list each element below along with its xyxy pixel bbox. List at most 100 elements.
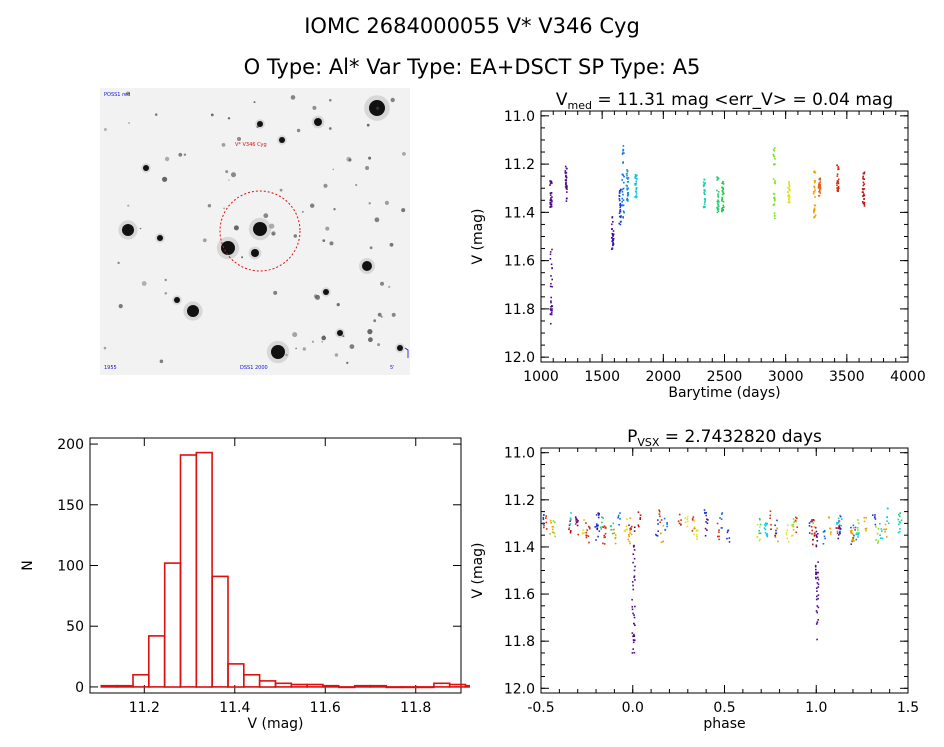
eclipse-point bbox=[632, 641, 635, 644]
star bbox=[237, 137, 241, 141]
data-point bbox=[727, 530, 729, 532]
data-point bbox=[612, 237, 615, 240]
data-point bbox=[603, 543, 606, 545]
data-point bbox=[628, 524, 630, 526]
star bbox=[241, 256, 244, 259]
data-point bbox=[885, 536, 888, 538]
data-point bbox=[769, 514, 772, 517]
data-point bbox=[570, 512, 572, 514]
data-point bbox=[623, 175, 625, 178]
data-point bbox=[721, 208, 723, 210]
data-point bbox=[550, 203, 553, 206]
star bbox=[349, 344, 355, 349]
histogram-bar bbox=[211, 575, 229, 688]
data-point bbox=[702, 181, 705, 184]
data-point bbox=[549, 201, 552, 204]
data-point bbox=[813, 191, 816, 193]
star bbox=[346, 361, 349, 364]
eclipse-point bbox=[634, 624, 636, 627]
data-point bbox=[551, 285, 553, 288]
data-point bbox=[601, 521, 603, 524]
data-point bbox=[788, 183, 790, 185]
data-point bbox=[837, 522, 839, 524]
data-point bbox=[773, 163, 775, 166]
data-point bbox=[635, 191, 638, 193]
data-point bbox=[837, 182, 840, 185]
title-symbol: V bbox=[556, 90, 568, 110]
y-axis-label: V (mag) bbox=[470, 208, 486, 264]
star bbox=[296, 128, 301, 133]
data-point bbox=[772, 204, 775, 206]
data-point bbox=[772, 153, 775, 156]
data-point bbox=[721, 196, 723, 199]
data-point bbox=[818, 184, 820, 186]
eclipse-point bbox=[634, 526, 636, 529]
data-point bbox=[656, 535, 659, 537]
data-point bbox=[819, 181, 822, 183]
y-tick-label: 11.8 bbox=[504, 634, 535, 650]
star bbox=[336, 303, 340, 307]
data-point bbox=[576, 521, 578, 524]
data-point bbox=[545, 515, 547, 517]
data-point bbox=[817, 187, 820, 189]
data-point bbox=[621, 153, 624, 155]
data-point bbox=[705, 514, 707, 517]
data-point bbox=[770, 523, 772, 526]
data-point bbox=[836, 521, 838, 524]
star bbox=[323, 183, 328, 188]
data-point bbox=[810, 533, 813, 536]
data-point bbox=[788, 200, 791, 202]
data-point bbox=[619, 188, 622, 191]
data-point bbox=[863, 205, 866, 207]
data-point bbox=[857, 529, 859, 531]
data-point bbox=[863, 194, 866, 197]
data-point bbox=[886, 520, 888, 522]
star bbox=[187, 305, 199, 317]
data-point bbox=[813, 186, 816, 188]
data-point bbox=[721, 512, 724, 514]
data-point bbox=[716, 209, 719, 211]
data-point bbox=[552, 526, 555, 528]
data-point bbox=[565, 197, 568, 200]
data-point bbox=[634, 175, 636, 178]
x-tick-label: 3000 bbox=[768, 369, 804, 385]
data-point bbox=[703, 191, 705, 194]
data-point bbox=[658, 510, 661, 513]
data-point bbox=[550, 322, 552, 325]
data-point bbox=[629, 532, 631, 534]
data-point bbox=[812, 519, 815, 521]
data-point bbox=[574, 523, 577, 525]
data-point bbox=[600, 528, 602, 530]
y-tick-label: 11.0 bbox=[504, 446, 535, 462]
data-point bbox=[627, 200, 629, 202]
data-point bbox=[877, 527, 880, 530]
data-point bbox=[862, 195, 864, 197]
data-point bbox=[705, 512, 707, 514]
data-point bbox=[775, 529, 777, 532]
data-point bbox=[777, 540, 779, 543]
data-point bbox=[773, 193, 776, 195]
data-point bbox=[886, 516, 888, 519]
data-point bbox=[702, 184, 705, 186]
data-point bbox=[566, 167, 568, 170]
data-point bbox=[854, 529, 856, 531]
data-point bbox=[875, 539, 877, 541]
plot-frame bbox=[540, 110, 909, 363]
x-tick-label: 0.0 bbox=[622, 700, 644, 716]
star bbox=[346, 156, 352, 162]
data-point bbox=[623, 211, 625, 214]
data-point bbox=[819, 187, 822, 189]
data-point bbox=[716, 178, 719, 181]
data-point bbox=[635, 177, 637, 180]
eclipse-point bbox=[633, 633, 635, 636]
data-point bbox=[811, 519, 813, 521]
data-point bbox=[788, 181, 790, 183]
data-point bbox=[773, 200, 776, 202]
x-tick-label: 3500 bbox=[829, 369, 865, 385]
data-point bbox=[612, 241, 614, 244]
data-point bbox=[570, 530, 572, 533]
data-point bbox=[836, 189, 839, 192]
data-point bbox=[550, 282, 552, 285]
data-point bbox=[618, 190, 621, 192]
data-point bbox=[635, 188, 638, 191]
